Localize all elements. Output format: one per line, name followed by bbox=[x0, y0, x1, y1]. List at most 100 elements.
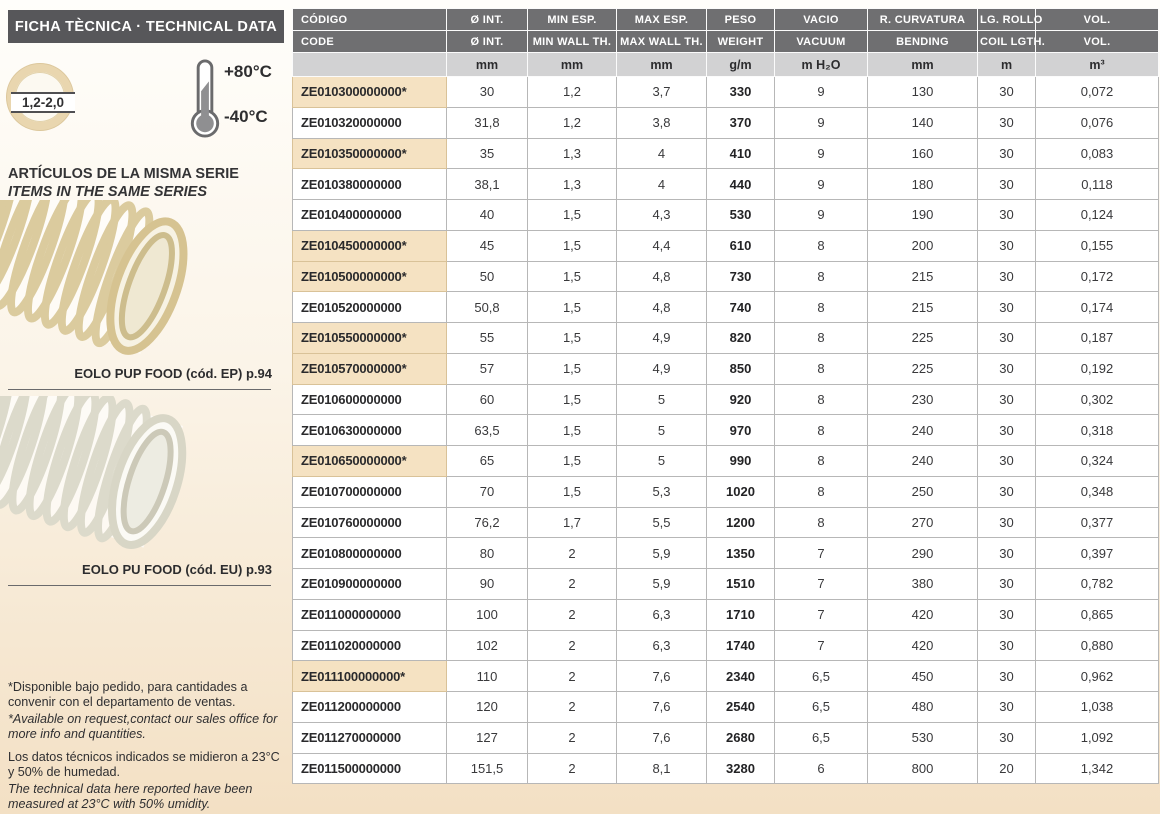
cell-value: 0,155 bbox=[1035, 229, 1159, 262]
column-header-en: VOL. bbox=[1035, 30, 1159, 53]
cell-value: 6,3 bbox=[616, 629, 707, 662]
unit-cell: m³ bbox=[1035, 52, 1159, 77]
cell-value: 225 bbox=[867, 352, 978, 385]
technical-data-table: CÓDIGO Ø INT. MIN ESP. MAX ESP. PESO VACIO R. … bbox=[292, 8, 1159, 785]
cell-code: ZE010700000000 bbox=[292, 475, 447, 508]
cell-value: 380 bbox=[867, 568, 978, 600]
cell-value: 370 bbox=[706, 106, 775, 139]
column-header-es: MAX ESP. bbox=[616, 8, 707, 31]
table-row: ZE011270000000 127 2 7,6 2680 6,5 530 30 1,092 bbox=[292, 721, 1159, 754]
cell-value: 30 bbox=[446, 76, 528, 108]
cell-value: 330 bbox=[706, 76, 775, 108]
cell-value: 120 bbox=[446, 691, 528, 723]
cell-value: 8 bbox=[774, 352, 868, 385]
cell-value: 800 bbox=[867, 752, 978, 785]
table-row: ZE010500000000* 50 1,5 4,8 730 8 215 30 0,172 bbox=[292, 260, 1159, 293]
cell-code: ZE011000000000 bbox=[292, 598, 447, 631]
cell-value: 2 bbox=[527, 660, 617, 692]
cell-value: 8,1 bbox=[616, 752, 707, 785]
cell-code: ZE010760000000 bbox=[292, 506, 447, 539]
cell-value: 1200 bbox=[706, 506, 775, 539]
cell-value: 0,172 bbox=[1035, 260, 1159, 293]
cell-value: 230 bbox=[867, 383, 978, 416]
cell-value: 63,5 bbox=[446, 414, 528, 446]
cell-code: ZE010350000000* bbox=[292, 137, 447, 170]
cell-value: 8 bbox=[774, 260, 868, 293]
cell-value: 420 bbox=[867, 629, 978, 662]
cell-value: 30 bbox=[977, 291, 1036, 323]
cell-value: 4 bbox=[616, 137, 707, 170]
cell-value: 440 bbox=[706, 168, 775, 200]
hose-image-eolo-pup-food bbox=[0, 200, 188, 355]
cell-value: 2340 bbox=[706, 660, 775, 692]
cell-value: 0,076 bbox=[1035, 106, 1159, 139]
table-row: ZE010700000000 70 1,5 5,3 1020 8 250 30 0,348 bbox=[292, 475, 1159, 508]
cell-value: 5 bbox=[616, 383, 707, 416]
cell-value: 1,5 bbox=[527, 199, 617, 231]
cell-value: 0,174 bbox=[1035, 291, 1159, 323]
divider bbox=[8, 585, 271, 586]
cell-value: 8 bbox=[774, 383, 868, 416]
cell-value: 190 bbox=[867, 199, 978, 231]
cell-value: 7 bbox=[774, 568, 868, 600]
table-row: ZE010450000000* 45 1,5 4,4 610 8 200 30 0,155 bbox=[292, 229, 1159, 262]
footnotes: *Disponible bajo pedido, para cantidades… bbox=[8, 680, 284, 814]
table-row: ZE010570000000* 57 1,5 4,9 850 8 225 30 0,192 bbox=[292, 352, 1159, 385]
cell-value: 215 bbox=[867, 291, 978, 323]
cell-value: 9 bbox=[774, 199, 868, 231]
cell-value: 8 bbox=[774, 229, 868, 262]
cell-value: 30 bbox=[977, 598, 1036, 631]
unit-cell: mm bbox=[527, 52, 617, 77]
table-row: ZE010900000000 90 2 5,9 1510 7 380 30 0,782 bbox=[292, 568, 1159, 600]
table-row: ZE010320000000 31,8 1,2 3,8 370 9 140 30 0,076 bbox=[292, 106, 1159, 139]
cell-code: ZE011100000000* bbox=[292, 660, 447, 692]
cell-value: 850 bbox=[706, 352, 775, 385]
technical-table-area: CÓDIGO Ø INT. MIN ESP. MAX ESP. PESO VACIO R. … bbox=[292, 8, 1159, 785]
cell-value: 1,2 bbox=[527, 76, 617, 108]
column-header-en: WEIGHT bbox=[706, 30, 775, 53]
cell-value: 160 bbox=[867, 137, 978, 170]
unit-cell: mm bbox=[867, 52, 978, 77]
series-title-es: ARTÍCULOS DE LA MISMA SERIE bbox=[8, 166, 239, 182]
cell-value: 30 bbox=[977, 537, 1036, 569]
cell-value: 5,9 bbox=[616, 537, 707, 569]
cell-value: 730 bbox=[706, 260, 775, 293]
cell-value: 0,192 bbox=[1035, 352, 1159, 385]
cell-code: ZE010630000000 bbox=[292, 414, 447, 446]
cell-value: 30 bbox=[977, 229, 1036, 262]
cell-value: 6,3 bbox=[616, 598, 707, 631]
cell-value: 30 bbox=[977, 168, 1036, 200]
cell-value: 30 bbox=[977, 660, 1036, 692]
cell-value: 920 bbox=[706, 383, 775, 416]
cell-value: 0,302 bbox=[1035, 383, 1159, 416]
cell-value: 31,8 bbox=[446, 106, 528, 139]
column-header-es: MIN ESP. bbox=[527, 8, 617, 31]
cell-value: 4,3 bbox=[616, 199, 707, 231]
cell-value: 1710 bbox=[706, 598, 775, 631]
column-header-en: VACUUM bbox=[774, 30, 868, 53]
cell-code: ZE010600000000 bbox=[292, 383, 447, 416]
cell-value: 740 bbox=[706, 291, 775, 323]
cell-value: 7 bbox=[774, 629, 868, 662]
cell-value: 6,5 bbox=[774, 721, 868, 754]
cell-value: 225 bbox=[867, 322, 978, 354]
cell-value: 1,5 bbox=[527, 291, 617, 323]
cell-value: 2 bbox=[527, 568, 617, 600]
cell-value: 6 bbox=[774, 752, 868, 785]
cell-value: 1,2 bbox=[527, 106, 617, 139]
cell-value: 2 bbox=[527, 537, 617, 569]
cell-value: 1350 bbox=[706, 537, 775, 569]
cell-value: 8 bbox=[774, 414, 868, 446]
cell-value: 30 bbox=[977, 691, 1036, 723]
cell-value: 30 bbox=[977, 137, 1036, 170]
cell-value: 5 bbox=[616, 414, 707, 446]
cell-code: ZE010450000000* bbox=[292, 229, 447, 262]
cell-value: 1,5 bbox=[527, 322, 617, 354]
cell-value: 100 bbox=[446, 598, 528, 631]
cell-value: 30 bbox=[977, 475, 1036, 508]
cell-value: 8 bbox=[774, 322, 868, 354]
cell-value: 450 bbox=[867, 660, 978, 692]
column-header-es: LG. ROLLO bbox=[977, 8, 1042, 31]
temp-max-label: +80°C bbox=[224, 62, 272, 81]
